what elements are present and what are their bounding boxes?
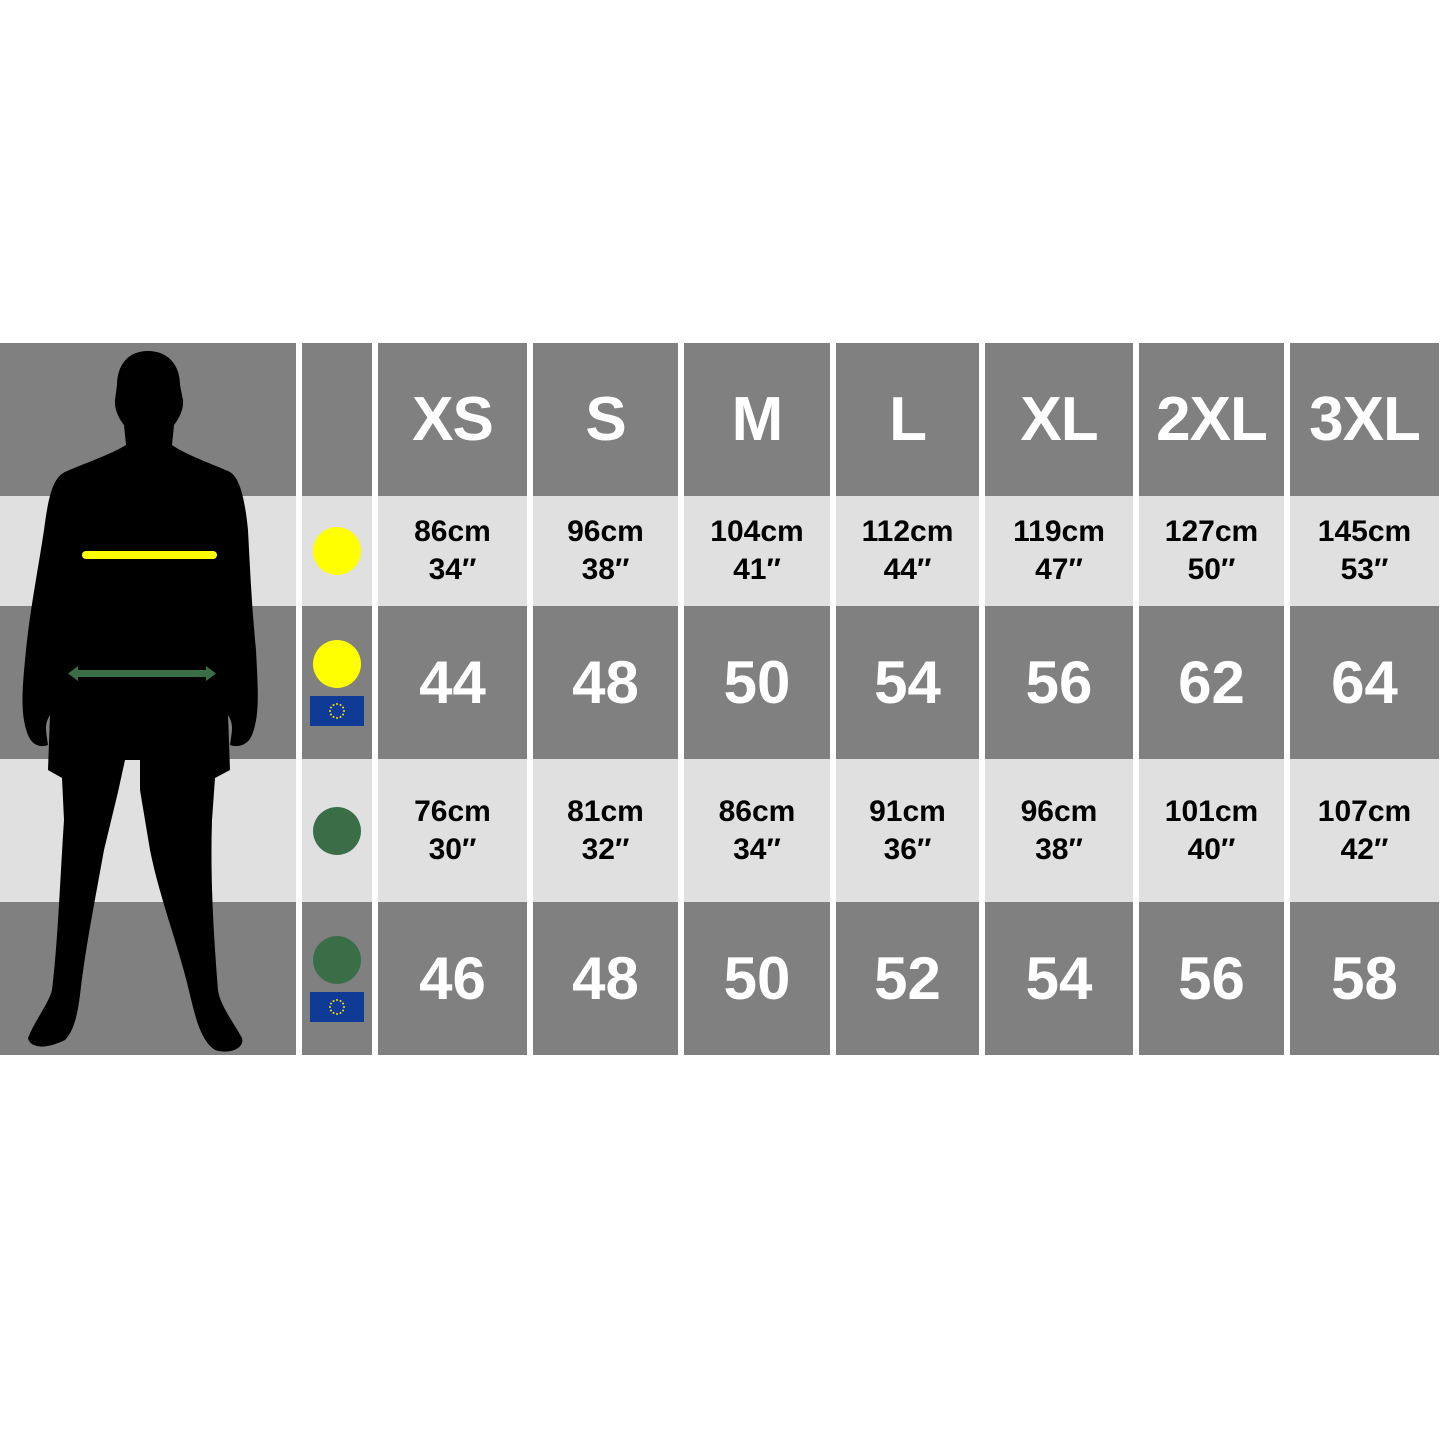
measurement-cm: 96cm [1020,794,1098,828]
size-label: XS [412,385,494,454]
measurement-cm: 145cm [1317,515,1412,548]
eu-size: 52 [874,945,941,1012]
size-cell: 44 [378,606,527,759]
measurement-inches: 30″ [428,832,477,866]
size-cell: 119cm 47″ [985,496,1133,606]
size-cell: 50 [684,606,830,759]
size-label: XL [1020,385,1098,454]
size-header: 2XL [1139,343,1284,496]
eu-flag-icon [310,991,364,1022]
size-cell: 62 [1139,606,1284,759]
measurement-cm: 112cm [861,515,954,548]
size-cell: 107cm 42″ [1290,759,1439,902]
size-cell: 86cm 34″ [684,759,830,902]
marker-cell [302,496,372,606]
size-cell: 56 [1139,902,1284,1055]
eu-size: 50 [723,945,791,1012]
measurement-cm: 76cm [414,794,491,828]
size-cell: 81cm 32″ [533,759,678,902]
size-label: M [731,385,784,454]
size-header: XS [378,343,527,496]
size-label: 3XL [1309,385,1421,454]
measurement-cm: 91cm [869,794,946,828]
measurement-inches: 34″ [733,832,781,866]
size-header: L [836,343,979,496]
size-cell: 48 [533,606,678,759]
size-cell: 91cm 36″ [836,759,979,902]
eu-size: 54 [874,649,941,716]
size-cell: 86cm 34″ [378,496,527,606]
eu-size: 46 [419,945,486,1012]
marker-cell [302,343,372,496]
eu-size: 56 [1025,649,1093,716]
measurement-inches: 47″ [1035,553,1083,586]
size-cell: 58 [1290,902,1439,1055]
measurement-inches: 38″ [1035,832,1083,866]
measurement-inches: 32″ [581,832,630,866]
size-cell: 46 [378,902,527,1055]
size-cell: 145cm 53″ [1290,496,1439,606]
size-cell: 96cm 38″ [533,496,678,606]
size-cell: 48 [533,902,678,1055]
measurement-inches: 36″ [883,832,932,866]
size-cell: 56 [985,606,1133,759]
yellow-circle-icon [313,639,361,688]
size-cell: 54 [985,902,1133,1055]
size-header: XL [985,343,1133,496]
measurement-cm: 107cm [1317,794,1412,828]
eu-size: 54 [1025,945,1093,1012]
measurement-cm: 101cm [1164,794,1259,828]
marker-cell [302,606,372,759]
marker-cell [302,759,372,902]
size-cell: 54 [836,606,979,759]
measurement-inches: 50″ [1187,553,1236,586]
green-circle-icon [313,806,361,855]
measurement-inches: 40″ [1187,832,1236,866]
size-chart-table: XS S M L XL 2XL 3XL 86cm 34″ 96cm 38″ 104cm 41″ 112cm… [0,343,1439,1055]
measurement-inches: 38″ [581,553,630,586]
measurement-inches: 34″ [428,553,477,586]
size-label: L [889,385,927,454]
size-label: 2XL [1156,385,1268,454]
eu-size: 44 [419,649,486,716]
size-cell: 64 [1290,606,1439,759]
eu-size: 56 [1178,945,1245,1012]
measurement-inches: 42″ [1340,832,1389,866]
eu-size: 48 [572,945,639,1012]
eu-size: 58 [1331,945,1398,1012]
size-cell: 76cm 30″ [378,759,527,902]
eu-flag-icon [310,695,364,726]
size-cell: 104cm 41″ [684,496,830,606]
eu-size: 64 [1331,649,1398,716]
measurement-cm: 96cm [567,515,644,548]
eu-size: 48 [572,649,639,716]
marker-cell [302,902,372,1055]
size-cell: 101cm 40″ [1139,759,1284,902]
size-cell: 112cm 44″ [836,496,979,606]
size-cell: 127cm 50″ [1139,496,1284,606]
size-cell: 50 [684,902,830,1055]
measurement-cm: 86cm [718,794,796,828]
size-header: 3XL [1290,343,1439,496]
size-header: M [684,343,830,496]
measurement-cm: 119cm [1013,515,1105,548]
measurement-cm: 104cm [710,515,804,548]
yellow-circle-icon [313,527,361,575]
male-silhouette [22,351,258,1052]
size-cell: 96cm 38″ [985,759,1133,902]
eu-size: 62 [1178,649,1245,716]
measurement-inches: 44″ [883,553,932,586]
measurement-cm: 86cm [414,515,491,548]
measurement-inches: 41″ [733,553,781,586]
chest-measure-line [82,551,217,559]
eu-size: 50 [723,649,791,716]
size-label: S [585,385,626,454]
waist-measure-arrow [68,666,216,681]
size-cell: 52 [836,902,979,1055]
measurement-cm: 81cm [567,794,644,828]
measurement-cm: 127cm [1164,515,1259,548]
size-header: S [533,343,678,496]
green-circle-icon [313,935,361,984]
measurement-inches: 53″ [1340,553,1389,586]
